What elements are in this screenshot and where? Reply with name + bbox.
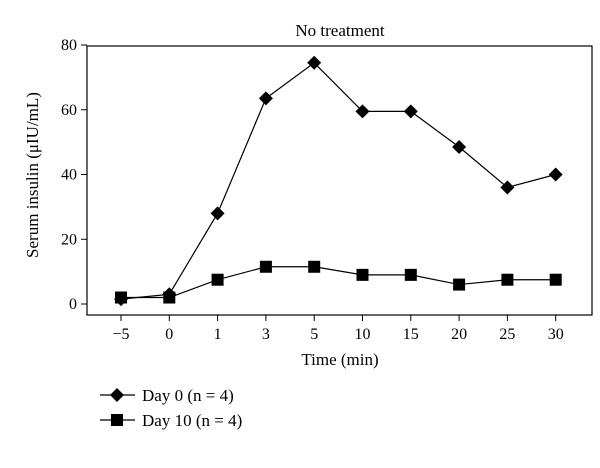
x-tick-label: −5 bbox=[112, 326, 129, 343]
y-tick-label: 60 bbox=[61, 102, 77, 119]
plot-frame bbox=[86, 45, 593, 316]
data-point-diamond bbox=[307, 55, 322, 70]
data-point-diamond bbox=[500, 180, 515, 195]
data-point-square bbox=[211, 273, 224, 286]
x-tick-label: 30 bbox=[548, 326, 564, 343]
y-tick-label: 20 bbox=[61, 231, 77, 248]
data-point-diamond bbox=[548, 167, 563, 182]
legend-label: Day 0 (n = 4) bbox=[142, 386, 234, 405]
y-tick-label: 80 bbox=[61, 37, 77, 54]
data-point-square bbox=[308, 260, 321, 273]
x-tick-label: 20 bbox=[451, 326, 467, 343]
data-point-square bbox=[501, 273, 514, 286]
legend-item: Day 10 (n = 4) bbox=[100, 411, 242, 430]
legend-label: Day 10 (n = 4) bbox=[142, 411, 242, 430]
data-point-square bbox=[404, 268, 417, 281]
y-tick-labels: 0 20 40 60 80 bbox=[61, 37, 77, 313]
x-tick-label: 5 bbox=[310, 326, 318, 343]
legend-diamond-marker bbox=[110, 388, 124, 402]
data-point-square bbox=[356, 268, 369, 281]
legend-item: Day 0 (n = 4) bbox=[100, 386, 234, 405]
x-tick-label: 25 bbox=[499, 326, 515, 343]
y-axis-label: Serum insulin (μIU/mL) bbox=[23, 92, 42, 258]
data-point-diamond bbox=[210, 206, 225, 221]
data-point-square bbox=[259, 260, 272, 273]
data-point-diamond bbox=[258, 91, 273, 106]
x-tick-label: 10 bbox=[355, 326, 371, 343]
y-tick-label: 40 bbox=[61, 167, 77, 184]
x-tick-label: 15 bbox=[403, 326, 419, 343]
x-tick-labels: −5 0 1 3 5 10 15 20 25 30 bbox=[112, 326, 563, 343]
series-layer bbox=[114, 55, 563, 307]
series-line bbox=[120, 62, 556, 300]
data-point-square bbox=[453, 278, 466, 291]
x-axis-label: Time (min) bbox=[301, 350, 378, 369]
y-tick-label: 0 bbox=[69, 296, 77, 313]
series-square bbox=[115, 260, 562, 304]
chart-title: No treatment bbox=[295, 21, 384, 40]
data-point-diamond bbox=[355, 104, 370, 119]
x-tick-label: 0 bbox=[165, 326, 173, 343]
data-point-square bbox=[163, 291, 176, 304]
axes bbox=[81, 44, 593, 321]
data-point-square bbox=[549, 273, 562, 286]
series-line bbox=[121, 266, 556, 299]
x-tick-label: 1 bbox=[214, 326, 222, 343]
x-tick-label: 3 bbox=[262, 326, 270, 343]
legend: Day 0 (n = 4) Day 10 (n = 4) bbox=[100, 386, 242, 430]
data-point-diamond bbox=[452, 139, 467, 154]
data-point-diamond bbox=[403, 104, 418, 119]
legend-square-marker bbox=[111, 414, 123, 426]
data-point-square bbox=[115, 291, 127, 304]
series-diamond bbox=[114, 55, 563, 307]
